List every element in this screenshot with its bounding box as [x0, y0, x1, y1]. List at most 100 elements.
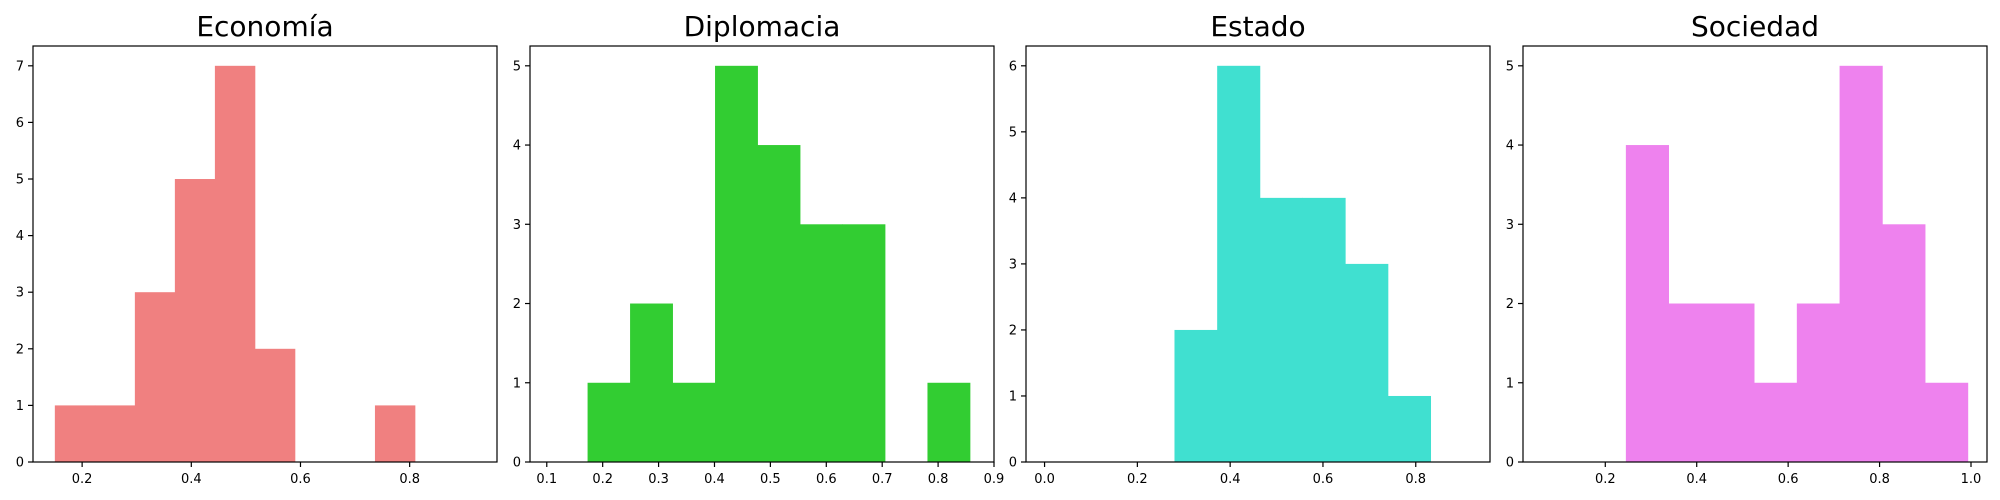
histogram-bar-diplomacia	[715, 65, 758, 462]
y-tick-label: 2	[1009, 323, 1017, 338]
x-tick-label: 0.6	[290, 472, 311, 487]
panel-title-sociedad: Sociedad	[1691, 10, 1819, 43]
y-tick-label: 4	[1009, 191, 1017, 206]
y-tick-label: 4	[16, 229, 24, 244]
y-tick-label: 2	[1506, 297, 1514, 312]
x-tick-label: 0.8	[928, 472, 949, 487]
x-tick-label: 0.4	[704, 472, 725, 487]
y-tick-label: 4	[1506, 139, 1514, 154]
y-tick-label: 0	[16, 456, 24, 471]
y-tick-label: 1	[513, 376, 521, 391]
histogram-bar-diplomacia	[842, 224, 886, 462]
y-tick-label: 6	[1009, 59, 1017, 74]
histogram-bar-diplomacia	[672, 382, 716, 462]
axes-estado: 0.0 0.2 0.4 0.6 0.8 0 1 2 3 4 5 6	[1009, 59, 1426, 487]
plot-frame-economia	[32, 45, 498, 463]
plot-frame-diplomacia	[529, 45, 995, 463]
x-tick-label: 0.3	[648, 472, 669, 487]
histogram-bar-diplomacia	[927, 382, 971, 462]
bars-sociedad	[1625, 65, 1969, 463]
y-tick-label: 3	[1506, 218, 1514, 233]
y-tick-label: 3	[16, 286, 24, 301]
panel-sociedad: Sociedad 0.2 0.4 0.6 0.8 1.0 0 1 2 3 4 5	[1506, 10, 1988, 487]
panel-diplomacia: Diplomacia 0.1 0.2 0.3 0.4 0.5 0.6 0.7 0.8 0.9 0 1…	[513, 10, 1005, 487]
histogram-bar-estado	[1217, 65, 1261, 462]
histogram-bar-estado	[1174, 329, 1218, 462]
y-tick-label: 1	[1506, 376, 1514, 391]
histogram-bar-sociedad	[1925, 382, 1969, 462]
y-tick-label: 5	[513, 59, 521, 74]
x-tick-label: 0.8	[1869, 472, 1890, 487]
x-tick-label: 1.0	[1961, 472, 1982, 487]
panel-title-estado: Estado	[1210, 10, 1305, 43]
histogram-bar-economia	[94, 405, 136, 462]
histogram-bar-estado	[1387, 395, 1432, 462]
panel-economia: Economía 0.2 0.4 0.6 0.8 0 1 2 3 4 5 6 7	[16, 10, 498, 487]
histogram-bar-economia	[174, 179, 216, 462]
x-tick-label: 0.2	[1127, 472, 1148, 487]
histogram-bar-sociedad	[1668, 303, 1712, 462]
x-tick-label: 0.5	[760, 472, 781, 487]
y-tick-label: 4	[513, 139, 521, 154]
y-tick-label: 5	[1009, 125, 1017, 140]
y-tick-label: 1	[1009, 389, 1017, 404]
bars-estado	[1174, 65, 1432, 462]
x-tick-label: 0.8	[399, 472, 420, 487]
plot-frame-sociedad	[1522, 45, 1988, 463]
y-tick-label: 0	[513, 456, 521, 471]
histogram-bar-sociedad	[1754, 382, 1798, 462]
x-tick-label: 0.6	[1313, 472, 1334, 487]
panel-estado: Estado 0.0 0.2 0.4 0.6 0.8 0 1 2 3 4 5 6	[1009, 10, 1491, 487]
y-tick-label: 2	[513, 297, 521, 312]
histogram-bar-diplomacia	[800, 224, 843, 462]
y-tick-label: 3	[1009, 257, 1017, 272]
x-tick-label: 0.9	[984, 472, 1005, 487]
y-tick-label: 6	[16, 116, 24, 131]
histogram-bar-sociedad	[1625, 145, 1669, 463]
plot-frame-estado	[1025, 45, 1491, 463]
x-tick-label: 0.2	[592, 472, 613, 487]
axes-economia: 0.2 0.4 0.6 0.8 0 1 2 3 4 5 6 7	[16, 59, 420, 487]
histogram-bar-diplomacia	[630, 303, 673, 462]
y-tick-label: 7	[16, 59, 24, 74]
histogram-bar-economia	[254, 348, 296, 462]
histogram-bar-sociedad	[1796, 303, 1840, 462]
histogram-bar-diplomacia	[587, 382, 631, 462]
y-tick-label: 0	[1009, 456, 1017, 471]
histogram-bar-sociedad	[1711, 303, 1755, 462]
y-tick-label: 5	[1506, 59, 1514, 74]
y-tick-label: 2	[16, 342, 24, 357]
axes-diplomacia: 0.1 0.2 0.3 0.4 0.5 0.6 0.7 0.8 0.9 0 1 2 3 4 5	[513, 59, 1005, 487]
histogram-bar-diplomacia	[757, 145, 801, 463]
x-tick-label: 0.4	[181, 472, 202, 487]
y-tick-label: 3	[513, 218, 521, 233]
histogram-bar-economia	[374, 405, 416, 462]
histogram-bar-economia	[54, 405, 96, 462]
panel-title-diplomacia: Diplomacia	[684, 10, 841, 43]
x-tick-label: 0.4	[1220, 472, 1241, 487]
x-tick-label: 0.6	[816, 472, 837, 487]
y-tick-label: 5	[16, 173, 24, 188]
histogram-bar-estado	[1345, 263, 1389, 462]
bars-diplomacia	[587, 65, 971, 463]
y-tick-label: 1	[16, 399, 24, 414]
axes-sociedad: 0.2 0.4 0.6 0.8 1.0 0 1 2 3 4 5	[1506, 59, 1982, 487]
histogram-bar-sociedad	[1882, 224, 1926, 462]
y-tick-label: 0	[1506, 456, 1514, 471]
panel-title-economia: Economía	[196, 10, 333, 43]
x-tick-label: 0.1	[536, 472, 557, 487]
x-tick-label: 0.4	[1686, 472, 1707, 487]
x-tick-label: 0.2	[72, 472, 93, 487]
x-tick-label: 0.7	[872, 472, 893, 487]
x-tick-label: 0.6	[1778, 472, 1799, 487]
histogram-bar-estado	[1259, 197, 1303, 462]
x-tick-label: 0.0	[1034, 472, 1055, 487]
histogram-bar-economia	[214, 65, 256, 462]
histogram-bar-sociedad	[1839, 65, 1883, 462]
bars-economia	[54, 65, 416, 462]
histogram-bar-economia	[134, 292, 176, 462]
histogram-bar-estado	[1302, 197, 1346, 462]
x-tick-label: 0.8	[1405, 472, 1426, 487]
x-tick-label: 0.2	[1595, 472, 1616, 487]
